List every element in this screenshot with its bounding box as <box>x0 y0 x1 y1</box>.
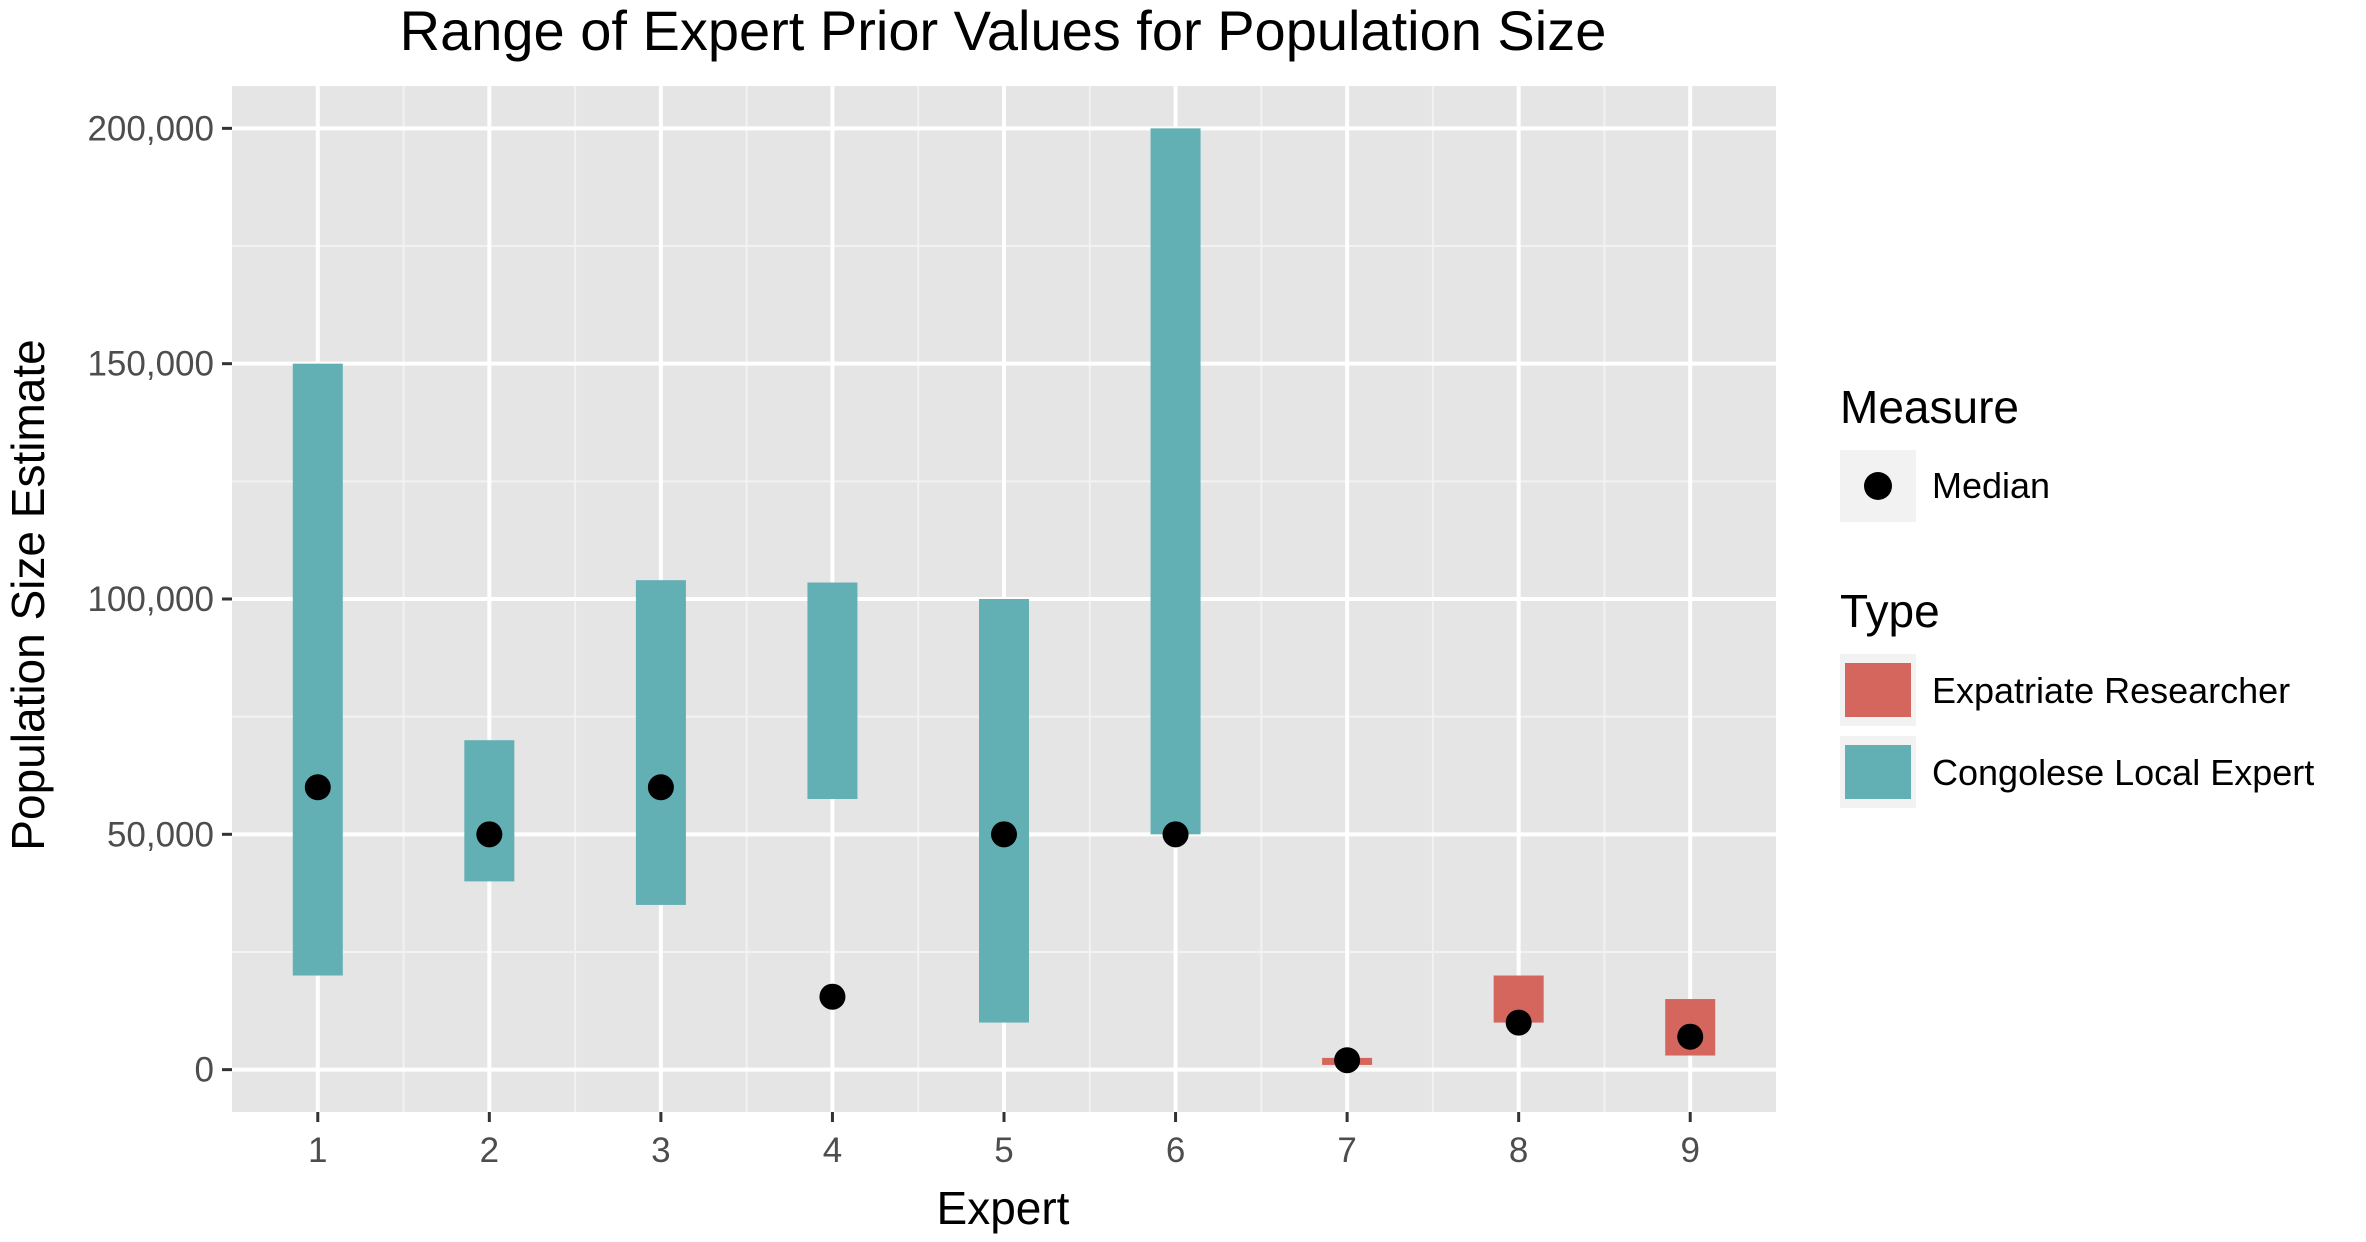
legend-key-median <box>1864 472 1892 500</box>
median-point-expert-1 <box>304 774 331 801</box>
legend-key-expatriate-researcher <box>1845 663 1911 717</box>
median-point-expert-4 <box>819 983 846 1010</box>
y-tick-label: 50,000 <box>107 815 214 854</box>
x-tick-label: 1 <box>308 1131 327 1170</box>
legend-label-expatriate-researcher: Expatriate Researcher <box>1932 670 2290 711</box>
range-bar-expert-3 <box>635 580 686 905</box>
median-points <box>304 774 1704 1074</box>
y-axis: 0 50,000 100,000 150,000 200,000 <box>87 109 232 1090</box>
legend-key-congolese-local-expert <box>1845 745 1911 799</box>
median-point-expert-8 <box>1505 1009 1532 1036</box>
x-tick-label: 4 <box>823 1131 842 1170</box>
x-tick-label: 7 <box>1337 1131 1356 1170</box>
legend-label-congolese-local-expert: Congolese Local Expert <box>1932 752 2314 793</box>
x-tick-label: 6 <box>1166 1131 1185 1170</box>
x-tick-label: 2 <box>480 1131 499 1170</box>
median-point-expert-7 <box>1334 1047 1361 1074</box>
y-tick-label: 100,000 <box>87 580 214 619</box>
range-bar-expert-4 <box>807 582 858 800</box>
median-point-expert-3 <box>647 774 674 801</box>
median-point-expert-5 <box>991 821 1017 848</box>
median-point-expert-2 <box>476 821 503 848</box>
legend-title-type: Type <box>1840 585 1940 637</box>
range-bar-expert-5 <box>979 599 1029 1023</box>
x-axis-title: Expert <box>937 1182 1070 1234</box>
y-axis-title: Population Size Estimate <box>2 339 54 850</box>
x-tick-label: 9 <box>1680 1131 1699 1170</box>
median-point-expert-6 <box>1162 821 1189 848</box>
y-tick-label: 150,000 <box>87 345 214 384</box>
range-bar-expert-1 <box>292 363 343 976</box>
x-axis: 1 2 3 4 5 6 7 8 9 <box>308 1112 1700 1170</box>
x-tick-label: 3 <box>651 1131 670 1170</box>
y-tick-label: 0 <box>195 1051 214 1090</box>
legend-title-measure: Measure <box>1840 381 2019 433</box>
range-bar-expert-6 <box>1150 128 1201 835</box>
range-bars <box>292 128 1716 1065</box>
legend: Measure Median Type Expatriate Researche… <box>1840 381 2314 808</box>
legend-label-median: Median <box>1932 465 2050 506</box>
median-point-expert-9 <box>1677 1023 1704 1050</box>
chart-title: Range of Expert Prior Values for Populat… <box>400 0 1607 62</box>
x-tick-label: 5 <box>994 1131 1013 1170</box>
x-tick-label: 8 <box>1509 1131 1528 1170</box>
y-tick-label: 200,000 <box>87 109 214 148</box>
range-bar-expert-2 <box>464 740 515 882</box>
